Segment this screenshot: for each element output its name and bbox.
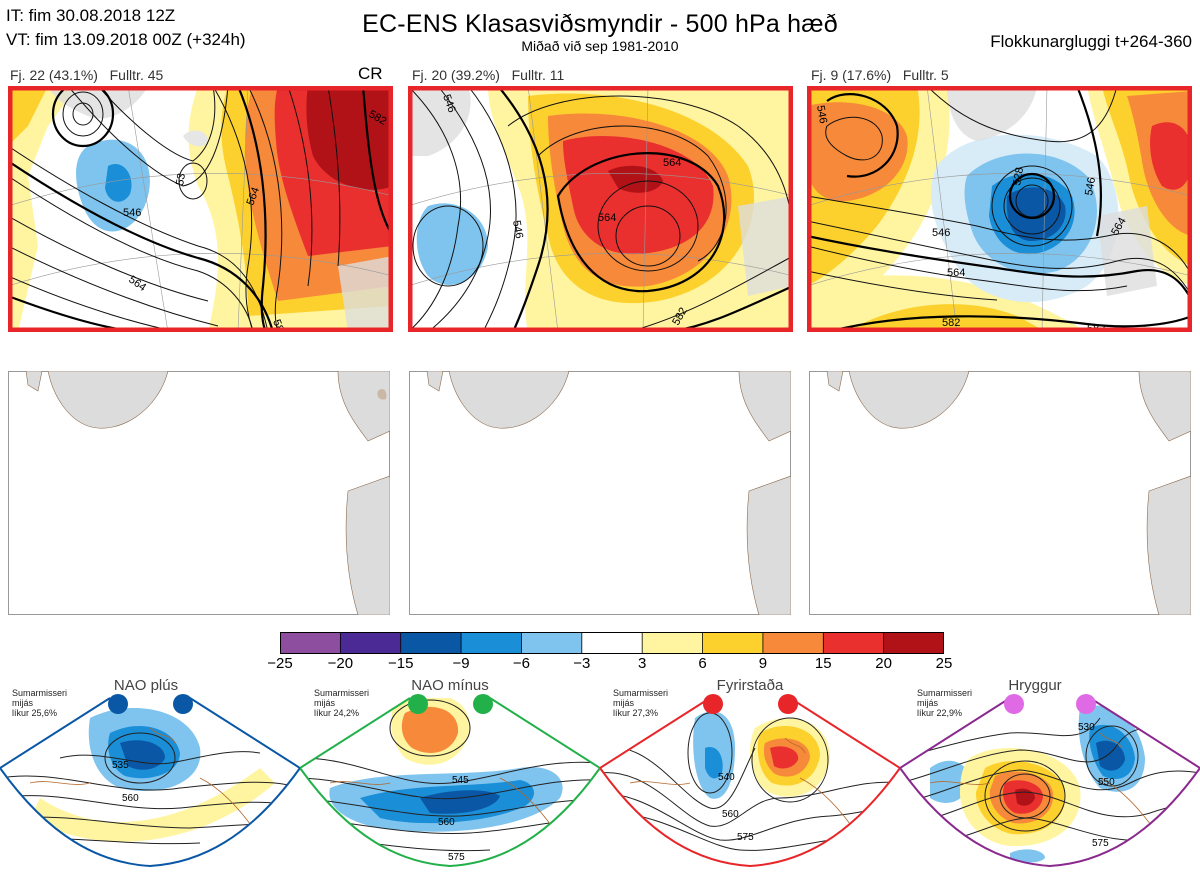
regime-4-contour-530: 530: [1078, 722, 1095, 733]
regime-3-contour-560: 560: [722, 809, 739, 820]
colorbar-tick-label: 9: [758, 655, 768, 672]
cluster-3-label: Fj. 9 (17.6%) Fulltr. 5: [811, 67, 949, 83]
colorbar-swatch: [340, 632, 402, 654]
page-subtitle: Miðað við sep 1981-2010: [521, 38, 679, 54]
regime-1-frame: [0, 697, 302, 868]
initial-time: IT: fim 30.08.2018 12Z: [6, 6, 176, 25]
contour-label-546c: 546: [1083, 176, 1098, 196]
colorbar-swatch: [521, 632, 583, 654]
blank-map-2: [409, 371, 791, 615]
colorbar-swatch: [823, 632, 885, 654]
contour-label-582: 582: [942, 317, 960, 329]
colorbar-swatch: [280, 632, 341, 654]
regime-1-name: NAO plús: [113, 677, 179, 694]
colorbar-tick-label: −15: [387, 655, 414, 672]
contour-label-546: 546: [510, 219, 525, 239]
regime-2-map: 545 560 575: [299, 688, 602, 876]
colorbar-swatch: [702, 632, 764, 654]
colorbar-swatch: [642, 632, 704, 654]
blank-map-1: [8, 371, 390, 615]
regime-3-dot-2: [778, 694, 798, 714]
regime-2-contour-575: 575: [448, 852, 465, 863]
contour-label-528: 528: [1011, 166, 1026, 186]
colorbar-tick-label: −9: [452, 655, 470, 672]
cluster-1-label: Fj. 22 (43.1%) Fulltr. 45: [10, 67, 164, 83]
regime-4-name: Hryggur: [1008, 677, 1062, 694]
colorbar-tick-label: −3: [573, 655, 591, 672]
cluster-2-frame: [408, 86, 793, 332]
regime-4-contour-550: 550: [1098, 777, 1115, 788]
colorbar: [280, 632, 945, 659]
cluster-3-frame: [807, 86, 1192, 332]
colorbar-swatch: [883, 632, 945, 654]
regime-2-frame: [299, 697, 602, 868]
valid-time: VT: fim 13.09.2018 00Z (+324h): [6, 30, 246, 49]
regime-1-info: Sumarmisseri mijás líkur 25,6%: [12, 688, 68, 718]
regime-3-map: 540 560 575: [599, 688, 902, 876]
classification-window: Flokkunargluggi t+264-360: [990, 32, 1192, 51]
regime-1-dot-2: [173, 694, 193, 714]
regime-3-contour-575: 575: [737, 832, 754, 843]
blank-map-3: [809, 371, 1191, 615]
cluster-map-2-svg: 546 564 564 582 546: [408, 86, 793, 332]
cluster-map-1-svg: 546 564 564 582 582 53: [8, 86, 393, 332]
regime-2-info: Sumarmisseri mijás líkur 24,2%: [314, 688, 370, 718]
colorbar-swatch: [581, 632, 643, 654]
regime-4-frame: [899, 697, 1200, 868]
contour-label-546b: 546: [440, 93, 458, 114]
regime-2-contour-545: 545: [452, 775, 469, 786]
regime-1-contour-535: 535: [112, 760, 129, 771]
colorbar-tick-label: −6: [512, 655, 530, 672]
contour-label-546b: 546: [814, 104, 829, 124]
contour-label-546: 546: [932, 227, 950, 239]
regime-1-dot-1: [108, 694, 128, 714]
contour-label-546: 546: [123, 207, 141, 219]
colorbar-swatch: [461, 632, 522, 654]
colorbar-swatch: [762, 632, 824, 654]
colorbar-tick-label: −25: [267, 655, 293, 672]
page-title: EC-ENS Klasasviðsmyndir - 500 hPa hæð: [362, 10, 838, 38]
colorbar-tick-label: −20: [327, 655, 354, 672]
colorbar-swatch: [400, 632, 462, 654]
contour-label-564b: 564: [245, 186, 263, 207]
cluster-1-frame: [8, 86, 393, 332]
cluster-1-tag: CR: [358, 64, 383, 83]
regime-2-contour-560: 560: [438, 817, 455, 828]
cluster-map-3-svg: 546 546 546 564 564 582 582 528: [807, 86, 1192, 332]
regime-3-contour-540: 540: [718, 772, 735, 783]
regime-1-contour-560: 560: [122, 793, 139, 804]
regime-2-dot-1: [408, 694, 428, 714]
regime-3-dot-1: [703, 694, 723, 714]
contour-label-53: 53: [174, 172, 188, 186]
regime-4-map: 530 550 575: [899, 688, 1200, 876]
regime-4-contour-575: 575: [1092, 838, 1109, 849]
cluster-map-3: 546 546 546 564 564 582 582 528: [807, 86, 1192, 332]
regime-2-dot-2: [473, 694, 493, 714]
cluster-map-2: 546 564 564 582 546: [408, 86, 793, 332]
regime-3-frame: [599, 697, 902, 868]
contour-label-564b: 564: [598, 212, 616, 224]
cluster-2-label: Fj. 20 (39.2%) Fulltr. 11: [412, 67, 565, 83]
regime-3-name: Fyrirstaða: [716, 677, 784, 694]
contour-label-564: 564: [947, 267, 965, 279]
colorbar-tick-label: 6: [698, 655, 707, 672]
regime-1-map: 535 560: [0, 688, 302, 876]
regime-4-dot-2: [1076, 694, 1096, 714]
cluster-map-1: 546 564 564 582 582 53: [8, 86, 393, 332]
regime-4-info: Sumarmisseri mijás líkur 22,9%: [917, 688, 973, 718]
regime-3-info: Sumarmisseri mijás líkur 27,3%: [613, 688, 669, 718]
colorbar-tick-label: 15: [814, 655, 832, 672]
colorbar-tick-label: 25: [935, 655, 953, 672]
colorbar-svg: [280, 632, 945, 654]
regime-4-dot-1: [1004, 694, 1024, 714]
contour-label-564: 564: [663, 157, 681, 169]
colorbar-tick-label: 3: [638, 655, 647, 672]
colorbar-tick-label: 20: [875, 655, 892, 672]
regime-2-name: NAO mínus: [411, 677, 489, 694]
